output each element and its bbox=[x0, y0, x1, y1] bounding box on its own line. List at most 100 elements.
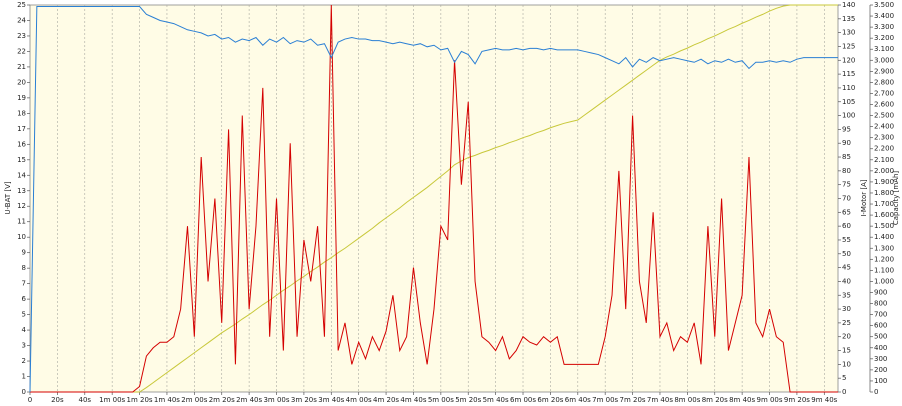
yticks-tick-label: 14 bbox=[17, 171, 26, 179]
x-tick-label: 8m 20s bbox=[702, 396, 728, 404]
y3ticks-tick-label: 1.600 bbox=[874, 211, 894, 219]
x-tick-label: 6m 40s bbox=[565, 396, 591, 404]
y2ticks-tick-label: 110 bbox=[842, 84, 855, 92]
y3ticks-tick-label: 1.800 bbox=[874, 189, 894, 197]
y2ticks-tick-label: 30 bbox=[842, 305, 851, 313]
yticks-tick-label: 5 bbox=[22, 311, 26, 319]
y3ticks-tick-label: 2.700 bbox=[874, 89, 894, 97]
x-tick-label: 40s bbox=[78, 396, 91, 404]
y3ticks-tick-label: 3.200 bbox=[874, 34, 894, 42]
y3ticks-tick-label: 3.300 bbox=[874, 23, 894, 31]
x-tick-label: 2m 20s bbox=[209, 396, 235, 404]
y3ticks-tick-label: 2.000 bbox=[874, 167, 894, 175]
y3ticks-tick-label: 2.900 bbox=[874, 67, 894, 75]
x-tick-label: 6m 00s bbox=[510, 396, 536, 404]
x-tick-label: 3m 20s bbox=[291, 396, 317, 404]
y2ticks-tick-label: 25 bbox=[842, 319, 851, 327]
y3ticks-tick-label: 3.400 bbox=[874, 12, 894, 20]
yticks-tick-label: 23 bbox=[17, 32, 26, 40]
plot-area bbox=[29, 4, 839, 393]
yticks-tick-label: 13 bbox=[17, 187, 26, 195]
y2ticks-tick-label: 5 bbox=[842, 374, 846, 382]
y-axis-title: U-BAT [V] bbox=[4, 181, 12, 214]
x-tick-label: 7m 20s bbox=[620, 396, 646, 404]
yticks-tick-label: 10 bbox=[17, 233, 26, 241]
yticks-tick-label: 15 bbox=[17, 156, 26, 164]
x-tick-label: 5m 00s bbox=[428, 396, 454, 404]
y3ticks-tick-label: 400 bbox=[874, 344, 887, 352]
y2ticks-tick-label: 100 bbox=[842, 112, 855, 120]
y3ticks-tick-label: 1.100 bbox=[874, 266, 894, 274]
yticks-tick-label: 4 bbox=[22, 326, 27, 334]
yticks-tick-label: 1 bbox=[22, 373, 26, 381]
y2ticks-tick-label: 130 bbox=[842, 29, 855, 37]
yticks-tick-label: 22 bbox=[17, 47, 26, 55]
x-tick-label: 0 bbox=[28, 396, 32, 404]
y2ticks-tick-label: 0 bbox=[842, 388, 846, 396]
y3ticks-tick-label: 2.500 bbox=[874, 112, 894, 120]
y3ticks-tick-label: 1.900 bbox=[874, 178, 894, 186]
y2ticks-tick-label: 120 bbox=[842, 56, 855, 64]
y3ticks-tick-label: 1.400 bbox=[874, 233, 894, 241]
x-tick-label: 7m 40s bbox=[647, 396, 673, 404]
x-tick-label: 7m 00s bbox=[592, 396, 618, 404]
x-tick-label: 4m 40s bbox=[400, 396, 426, 404]
y2ticks-tick-label: 105 bbox=[842, 98, 855, 106]
x-tick-label: 1m 00s bbox=[99, 396, 125, 404]
series-line bbox=[30, 4, 838, 393]
y3ticks-tick-label: 1.000 bbox=[874, 277, 894, 285]
y2ticks-tick-label: 70 bbox=[842, 195, 851, 203]
x-tick-label: 9m 20s bbox=[784, 396, 810, 404]
x-tick-label: 1m 20s bbox=[127, 396, 153, 404]
x-tick-label: 4m 20s bbox=[373, 396, 399, 404]
y2ticks-tick-label: 90 bbox=[842, 139, 851, 147]
y2ticks-tick-label: 55 bbox=[842, 236, 851, 244]
y2ticks-tick-label: 20 bbox=[842, 333, 851, 341]
y2ticks-tick-label: 50 bbox=[842, 250, 851, 258]
x-tick-label: 2m 40s bbox=[236, 396, 262, 404]
yticks-tick-label: 11 bbox=[17, 218, 26, 226]
y2ticks-tick-label: 95 bbox=[842, 125, 851, 133]
x-tick-label: 2m 00s bbox=[181, 396, 207, 404]
y2ticks-tick-label: 15 bbox=[842, 347, 851, 355]
yticks-tick-label: 8 bbox=[22, 264, 26, 272]
y2ticks-tick-label: 140 bbox=[842, 1, 855, 9]
yticks-tick-label: 18 bbox=[17, 109, 26, 117]
yticks-tick-label: 20 bbox=[17, 78, 26, 86]
x-tick-label: 1m 40s bbox=[154, 396, 180, 404]
y2ticks-tick-label: 115 bbox=[842, 70, 855, 78]
y3ticks-tick-label: 200 bbox=[874, 366, 887, 374]
y2ticks-tick-label: 40 bbox=[842, 277, 851, 285]
y3ticks-tick-label: 2.400 bbox=[874, 123, 894, 131]
series-line bbox=[29, 6, 838, 393]
x-tick-label: 20s bbox=[51, 396, 64, 404]
y3ticks-tick-label: 3.000 bbox=[874, 56, 894, 64]
y3ticks-tick-label: 0 bbox=[874, 388, 878, 396]
y3ticks-tick-label: 900 bbox=[874, 288, 887, 296]
y3ticks-tick-label: 3.100 bbox=[874, 45, 894, 53]
y3ticks-tick-label: 100 bbox=[874, 377, 887, 385]
y2ticks-tick-label: 65 bbox=[842, 208, 851, 216]
x-tick-label: 5m 20s bbox=[455, 396, 481, 404]
y3ticks-tick-label: 300 bbox=[874, 355, 887, 363]
y2ticks-tick-label: 60 bbox=[842, 222, 851, 230]
y2-axis-title: I-Motor [A] bbox=[860, 179, 868, 217]
yticks-tick-label: 21 bbox=[17, 63, 26, 71]
y2ticks-tick-label: 125 bbox=[842, 42, 855, 50]
y2ticks-tick-label: 135 bbox=[842, 15, 855, 23]
y3ticks-tick-label: 500 bbox=[874, 333, 887, 341]
y3ticks-tick-label: 1.500 bbox=[874, 222, 894, 230]
yticks-tick-label: 6 bbox=[22, 295, 27, 303]
x-tick-label: 6m 20s bbox=[537, 396, 563, 404]
y3ticks-tick-label: 2.300 bbox=[874, 134, 894, 142]
yticks-tick-label: 25 bbox=[17, 1, 26, 9]
y3ticks-tick-label: 1.200 bbox=[874, 255, 894, 263]
series-line bbox=[30, 4, 838, 393]
x-tick-label: 9m 40s bbox=[811, 396, 837, 404]
y2ticks-tick-label: 45 bbox=[842, 264, 851, 272]
yticks-tick-label: 9 bbox=[22, 249, 26, 257]
y2ticks-tick-label: 35 bbox=[842, 291, 851, 299]
x-tick-label: 5m 40s bbox=[483, 396, 509, 404]
y3ticks-tick-label: 2.800 bbox=[874, 78, 894, 86]
